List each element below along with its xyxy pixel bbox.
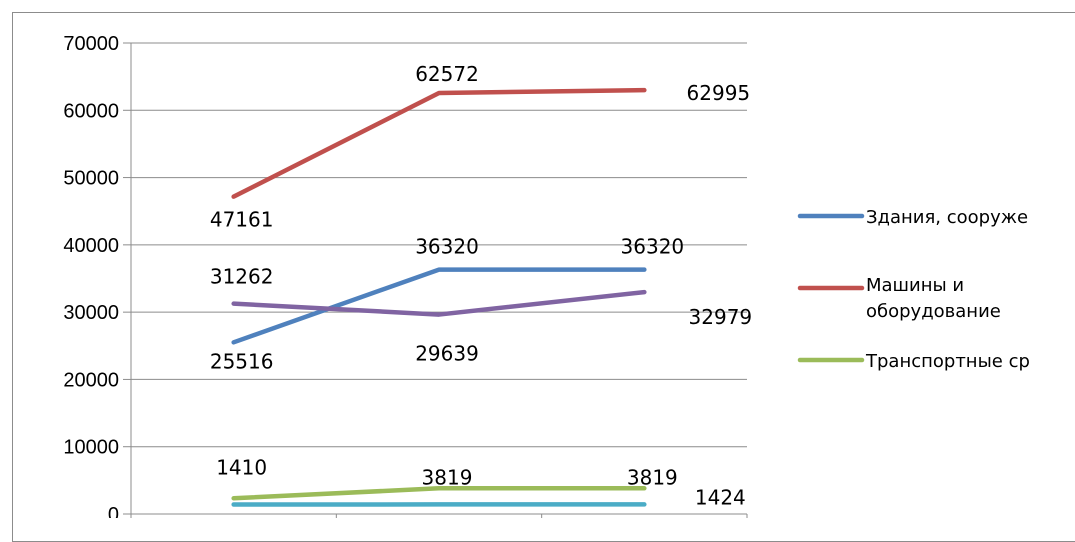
data-label: 47161 [210,208,274,232]
y-tick-label: 50000 [63,168,119,190]
data-label: 29639 [415,342,479,366]
data-label: 1410 [216,456,267,480]
data-label: 62572 [415,62,479,86]
y-tick-label: 30000 [63,302,119,324]
legend-label: Здания, сооруже [866,207,1028,228]
data-label: 36320 [621,235,685,259]
line-chart: 0 10000 20000 30000 40000 50000 60000 70000 2551… [0,0,1075,518]
data-label: 31262 [210,265,274,289]
series-line-3 [234,488,645,498]
y-tick-label: 0 [108,504,119,518]
legend-label: оборудование [866,301,1001,322]
data-label: 62995 [687,81,751,105]
series-line-2 [234,90,645,197]
y-tick-label: 60000 [63,100,119,122]
legend-label: Транспортные ср [865,351,1030,372]
legend-label: Машины и [866,275,964,296]
y-tick-label: 20000 [63,369,119,391]
data-label: 36320 [415,235,479,259]
series-line-4 [234,292,645,314]
y-tick-label: 70000 [63,33,119,55]
y-tick-label: 10000 [63,437,119,459]
y-tick-label: 40000 [63,235,119,257]
data-label: 1424 [695,485,746,509]
data-label: 32979 [689,305,753,329]
data-label: 3819 [627,465,678,489]
data-label: 3819 [422,465,473,489]
data-label: 25516 [210,349,274,373]
